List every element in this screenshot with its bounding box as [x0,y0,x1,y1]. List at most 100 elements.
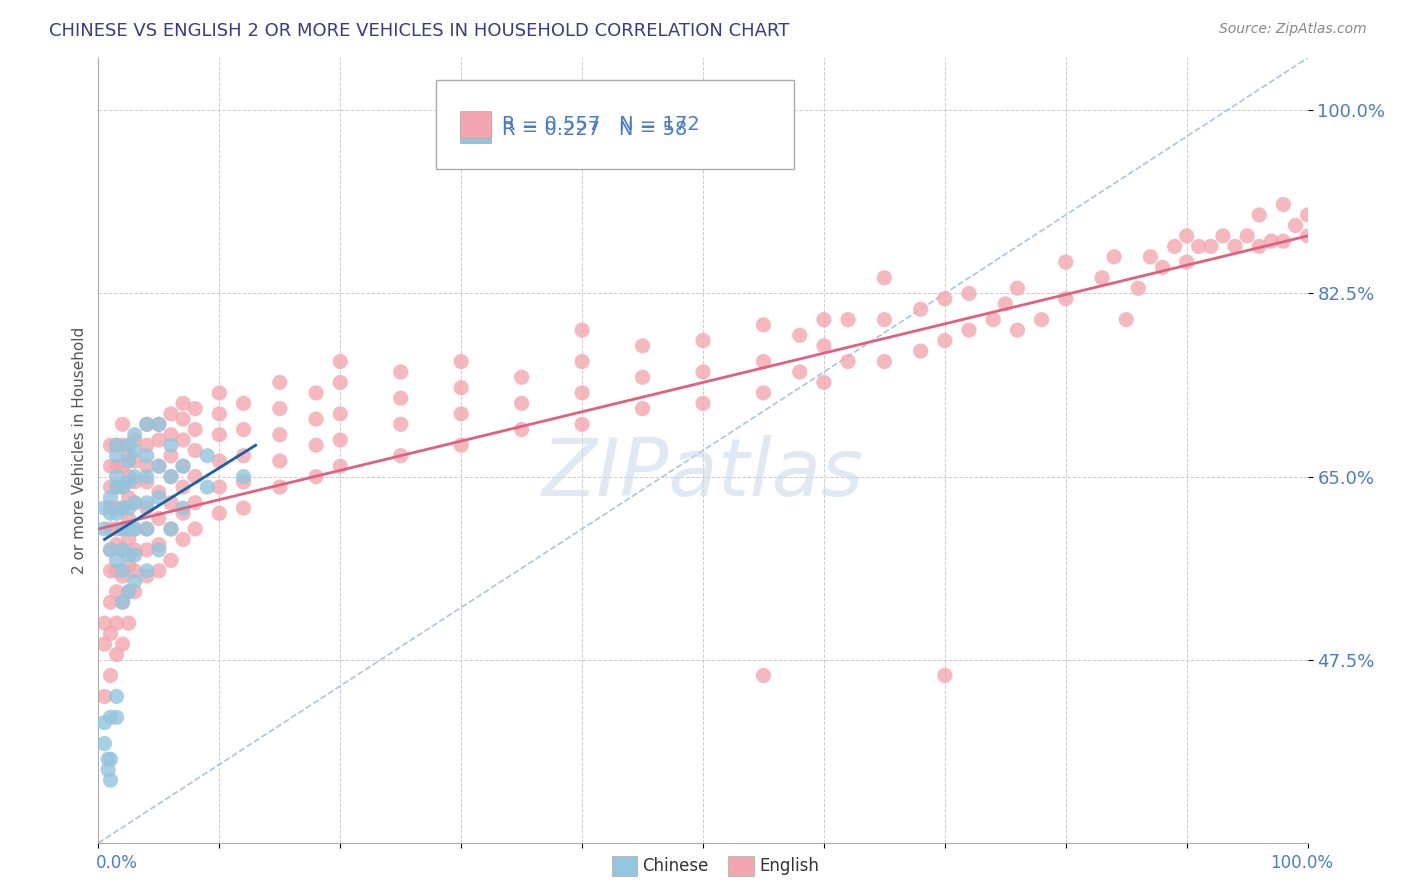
Point [232,423,254,437]
Point [195,449,218,463]
Point [97,752,120,766]
Point [100,522,122,536]
Point [160,407,183,421]
Point [631,401,654,416]
Point [100,564,122,578]
Point [100,595,122,609]
Point [105,690,128,704]
Point [118,475,141,489]
Point [160,449,183,463]
Point [105,480,128,494]
Point [450,438,472,452]
Point [105,710,128,724]
Point [813,312,835,326]
Point [450,354,472,368]
Text: CHINESE VS ENGLISH 2 OR MORE VEHICLES IN HOUSEHOLD CORRELATION CHART: CHINESE VS ENGLISH 2 OR MORE VEHICLES IN… [49,22,790,40]
Point [93,616,115,631]
Point [118,469,141,483]
Point [100,626,122,640]
Point [148,459,170,474]
Point [118,501,141,516]
Point [1007,323,1029,337]
Point [934,334,956,348]
Point [1236,228,1258,243]
Point [208,385,231,400]
Point [692,396,714,410]
Point [118,584,141,599]
Point [148,538,170,552]
Point [305,385,328,400]
Point [100,542,122,557]
Point [184,522,207,536]
Point [957,286,980,301]
Text: English: English [759,857,820,875]
Point [208,454,231,468]
Point [160,438,183,452]
Point [93,715,115,730]
Point [124,427,146,442]
Point [135,449,157,463]
Point [100,668,122,682]
Point [118,491,141,505]
Point [93,501,115,516]
Point [1199,239,1222,253]
Point [837,312,859,326]
Point [1163,239,1185,253]
Point [232,475,254,489]
Point [184,469,207,483]
Point [232,469,254,483]
Point [813,339,835,353]
Point [957,323,980,337]
Point [981,312,1004,326]
Point [1007,281,1029,295]
Point [1152,260,1174,275]
Point [1102,250,1125,264]
Point [135,496,157,510]
Point [184,443,207,458]
Point [135,438,157,452]
Point [105,438,128,452]
Point [118,454,141,468]
Point [111,637,134,651]
Text: 100.0%: 100.0% [1270,855,1333,872]
Point [389,449,412,463]
Point [172,480,194,494]
Point [1054,255,1077,269]
Point [269,401,291,416]
Point [873,312,896,326]
Point [510,396,533,410]
Point [389,391,412,405]
Point [93,737,115,751]
Point [450,407,472,421]
Point [111,522,134,536]
Point [172,459,194,474]
Point [105,616,128,631]
Point [1139,250,1161,264]
Point [135,417,157,432]
Point [789,328,811,343]
Point [1188,239,1211,253]
Point [118,533,141,547]
Point [118,511,141,525]
Point [93,690,115,704]
Point [124,496,146,510]
Point [934,292,956,306]
Point [172,501,194,516]
Point [269,376,291,390]
Point [111,595,134,609]
Point [105,501,128,516]
Point [160,553,183,567]
Point [111,542,134,557]
Point [994,297,1017,311]
Point [184,496,207,510]
Point [571,323,593,337]
Point [135,542,157,557]
Point [1115,312,1137,326]
Point [148,417,170,432]
Point [160,522,183,536]
Point [111,542,134,557]
Point [124,433,146,447]
Point [135,475,157,489]
Point [160,469,183,483]
Point [118,449,141,463]
